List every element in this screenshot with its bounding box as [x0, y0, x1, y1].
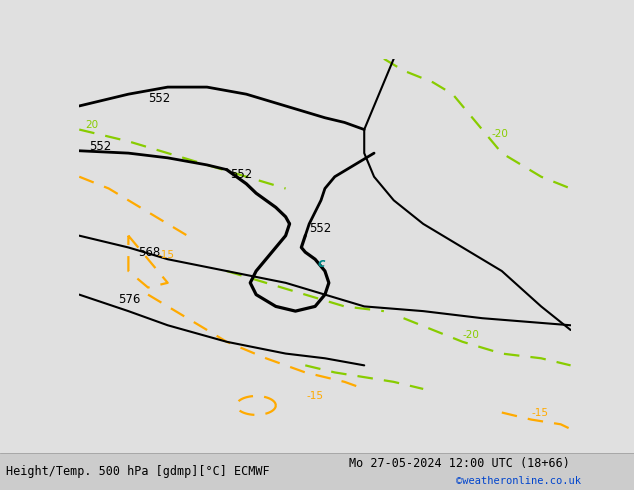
Text: -15: -15 [158, 249, 175, 260]
Text: Mo 27-05-2024 12:00 UTC (18+66): Mo 27-05-2024 12:00 UTC (18+66) [349, 457, 569, 469]
Text: ©weatheronline.co.uk: ©weatheronline.co.uk [456, 476, 581, 486]
Text: -15: -15 [531, 408, 548, 417]
Text: 552: 552 [309, 222, 332, 235]
Text: 20: 20 [85, 120, 98, 130]
Text: Height/Temp. 500 hPa [gdmp][°C] ECMWF: Height/Temp. 500 hPa [gdmp][°C] ECMWF [6, 465, 270, 478]
Text: 576: 576 [119, 293, 141, 306]
Text: c: c [317, 257, 325, 270]
Text: -15: -15 [307, 391, 323, 401]
Text: 552: 552 [148, 93, 171, 105]
Text: 552: 552 [231, 168, 253, 181]
Text: -20: -20 [492, 129, 509, 139]
Text: 552: 552 [89, 140, 112, 152]
Text: 568: 568 [138, 245, 160, 259]
Text: -20: -20 [463, 330, 479, 340]
